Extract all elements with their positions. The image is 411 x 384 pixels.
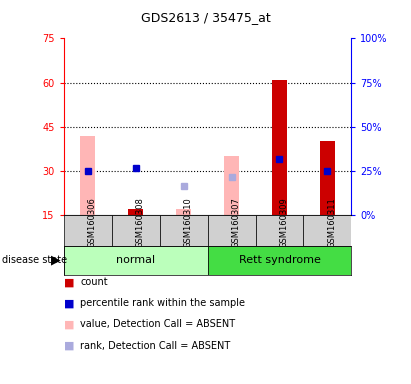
Text: GDS2613 / 35475_at: GDS2613 / 35475_at <box>141 12 270 25</box>
Text: ■: ■ <box>64 277 74 287</box>
Bar <box>128 209 143 215</box>
Text: rank, Detection Call = ABSENT: rank, Detection Call = ABSENT <box>80 341 231 351</box>
Text: ■: ■ <box>64 319 74 329</box>
Bar <box>208 246 351 275</box>
Bar <box>256 215 303 265</box>
Text: Rett syndrome: Rett syndrome <box>238 255 321 265</box>
Bar <box>112 215 159 265</box>
Text: ■: ■ <box>64 298 74 308</box>
Text: ▶: ▶ <box>51 254 60 266</box>
Text: GSM160306: GSM160306 <box>88 197 97 248</box>
Text: GSM160307: GSM160307 <box>231 197 240 248</box>
Bar <box>272 79 286 215</box>
Text: ■: ■ <box>64 341 74 351</box>
Bar <box>224 156 239 215</box>
Bar <box>303 215 351 265</box>
Text: count: count <box>80 277 108 287</box>
Bar <box>64 246 208 275</box>
Text: GSM160308: GSM160308 <box>136 197 145 248</box>
Bar <box>208 215 256 265</box>
Bar <box>176 209 191 215</box>
Bar <box>159 215 208 265</box>
Text: disease state: disease state <box>2 255 67 265</box>
Text: value, Detection Call = ABSENT: value, Detection Call = ABSENT <box>80 319 235 329</box>
Bar <box>81 136 95 215</box>
Text: GSM160309: GSM160309 <box>279 197 289 248</box>
Text: GSM160311: GSM160311 <box>328 197 337 248</box>
Text: GSM160310: GSM160310 <box>184 197 193 248</box>
Bar <box>64 215 112 265</box>
Text: percentile rank within the sample: percentile rank within the sample <box>80 298 245 308</box>
Bar <box>320 141 335 215</box>
Text: normal: normal <box>116 255 155 265</box>
